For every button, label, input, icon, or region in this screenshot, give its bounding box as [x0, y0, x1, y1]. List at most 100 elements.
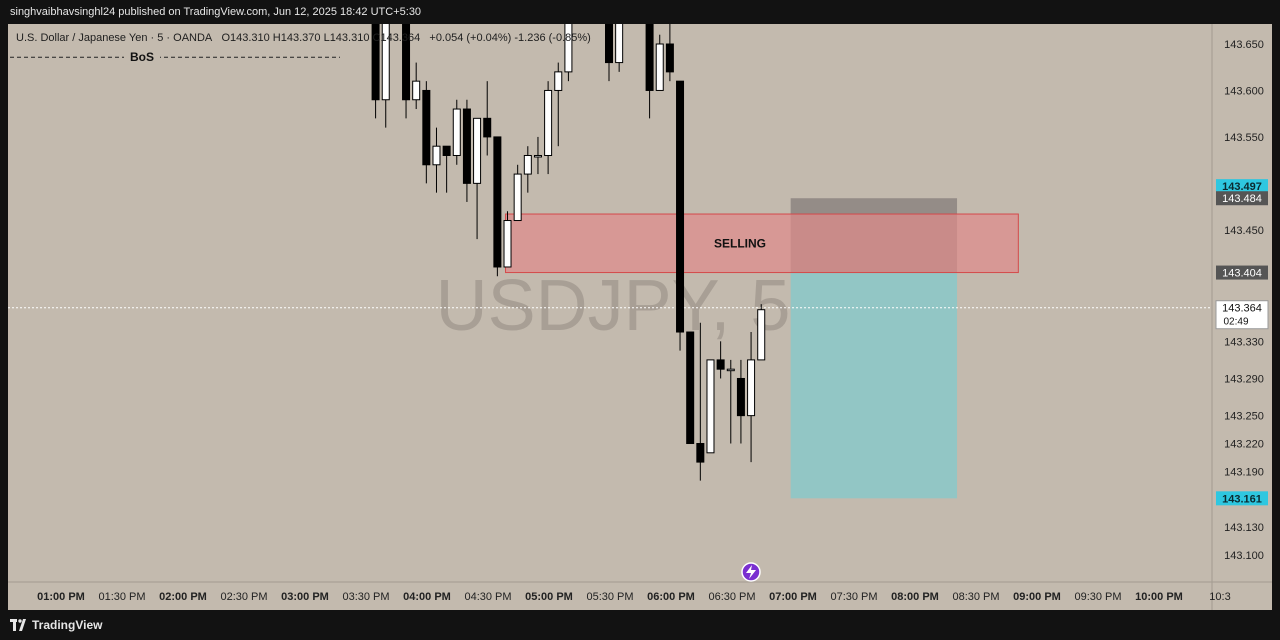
bull-candle-body: [726, 368, 735, 372]
time-tick-label: 10:3: [1209, 591, 1230, 603]
time-tick-label: 04:00 PM: [403, 591, 451, 603]
time-tick-label: 03:00 PM: [281, 591, 329, 603]
take-profit-zone[interactable]: [790, 272, 958, 499]
bear-candle-body: [422, 89, 431, 166]
plot-area[interactable]: USDJPY, 5 BoS SELLING: [8, 0, 1212, 499]
time-tick-label: 02:00 PM: [159, 591, 207, 603]
chart-frame[interactable]: [8, 24, 1272, 610]
candle[interactable]: [706, 359, 715, 454]
bear-candle-body: [736, 377, 745, 417]
price-badge: 143.497: [1216, 179, 1268, 194]
bear-candle-body: [462, 108, 471, 184]
publish-info: singhvaibhavsinghl24 published on Tradin…: [10, 6, 422, 18]
bull-candle-body: [503, 220, 512, 268]
brand-name: TradingView: [32, 618, 103, 632]
candle[interactable]: [747, 332, 756, 463]
time-tick-label: 06:00 PM: [647, 591, 695, 603]
bull-candle-body: [452, 108, 461, 156]
candle[interactable]: [665, 16, 674, 82]
time-tick-label: 05:00 PM: [525, 591, 573, 603]
price-badge-label: 143.364: [1222, 303, 1262, 315]
candle[interactable]: [655, 34, 664, 91]
candle[interactable]: [757, 304, 766, 361]
candle[interactable]: [483, 81, 492, 156]
bear-candle-body: [676, 80, 685, 333]
candle[interactable]: [615, 0, 624, 72]
legend-change: +0.054 (+0.04%) -1.236 (-0.85%): [429, 32, 591, 44]
bull-candle-body: [544, 89, 553, 156]
symbol-legend: U.S. Dollar / Japanese Yen · 5 · OANDA O…: [16, 32, 591, 44]
price-tick-label: 143.130: [1224, 522, 1264, 534]
bull-candle-body: [381, 24, 390, 101]
candle[interactable]: [716, 341, 725, 379]
lightning-icon[interactable]: [741, 562, 761, 582]
candle[interactable]: [676, 80, 685, 351]
bear-candle-body: [371, 24, 380, 101]
candle[interactable]: [412, 62, 421, 110]
price-tick-label: 143.600: [1224, 85, 1264, 97]
candle[interactable]: [452, 99, 461, 165]
time-tick-label: 05:30 PM: [586, 591, 633, 603]
price-tick-label: 143.220: [1224, 439, 1264, 451]
candle[interactable]: [726, 359, 735, 444]
time-tick-label: 04:30 PM: [464, 591, 511, 603]
price-badge-bg: [1216, 191, 1268, 206]
candle[interactable]: [422, 81, 431, 184]
legend-symbol: U.S. Dollar / Japanese Yen · 5 · OANDA: [16, 32, 213, 44]
candle[interactable]: [686, 331, 695, 445]
price-tick-label: 143.450: [1224, 225, 1264, 237]
candle[interactable]: [696, 322, 705, 481]
price-tick-label: 143.550: [1224, 132, 1264, 144]
candle[interactable]: [462, 99, 471, 202]
price-badge-bg: [1216, 265, 1268, 280]
candle[interactable]: [503, 211, 512, 268]
price-tick-label: 143.250: [1224, 411, 1264, 423]
bull-candle-body: [747, 359, 756, 417]
candle[interactable]: [533, 136, 542, 175]
candle[interactable]: [381, 0, 390, 128]
price-badge: 143.364 02:49: [1215, 300, 1269, 330]
price-tick-label: 143.100: [1224, 550, 1264, 562]
candle[interactable]: [736, 359, 745, 444]
lightning-bolt-icon: [746, 565, 756, 579]
candle[interactable]: [554, 62, 563, 147]
bear-candle-body: [716, 359, 725, 370]
price-badge-bg: [1216, 179, 1268, 194]
price-badge-bg: [1216, 491, 1268, 506]
bull-candle-body: [757, 309, 766, 361]
candle[interactable]: [493, 136, 502, 277]
candle[interactable]: [442, 145, 451, 193]
publish-bar: singhvaibhavsinghl24 published on Tradin…: [0, 0, 1280, 24]
selling-zone-label: SELLING: [714, 236, 766, 250]
bull-candle-body: [533, 154, 542, 158]
candle[interactable]: [513, 164, 522, 222]
price-badge: 143.404: [1216, 265, 1268, 280]
price-badge-label: 143.404: [1222, 268, 1262, 280]
candle[interactable]: [432, 127, 441, 193]
time-tick-label: 10:00 PM: [1135, 591, 1183, 603]
bull-candle-body: [432, 145, 441, 166]
candle[interactable]: [523, 146, 532, 193]
bear-candle-body: [686, 331, 695, 445]
bear-candle-body: [605, 24, 613, 64]
bull-candle-body: [655, 43, 664, 91]
candle[interactable]: [544, 81, 553, 175]
bull-candle-body: [513, 173, 522, 222]
candle[interactable]: [473, 117, 482, 240]
selling-zone[interactable]: [505, 213, 1019, 274]
bull-candle-body: [473, 117, 482, 184]
candle[interactable]: [605, 0, 613, 82]
tradingview-brand[interactable]: TradingView: [10, 618, 102, 632]
candle[interactable]: [371, 0, 380, 119]
legend-ohlc: O143.310 H143.370 L143.310 C143.364: [221, 32, 421, 44]
time-tick-label: 02:30 PM: [220, 591, 267, 603]
candle[interactable]: [402, 0, 411, 119]
footer-bar: TradingView: [0, 610, 1280, 640]
price-tick-label: 143.290: [1224, 373, 1264, 385]
bear-candle-body: [402, 24, 411, 101]
candle[interactable]: [645, 0, 654, 119]
candle[interactable]: [564, 0, 573, 82]
price-badge-bg: [1215, 300, 1269, 330]
time-tick-label: 09:00 PM: [1013, 591, 1061, 603]
